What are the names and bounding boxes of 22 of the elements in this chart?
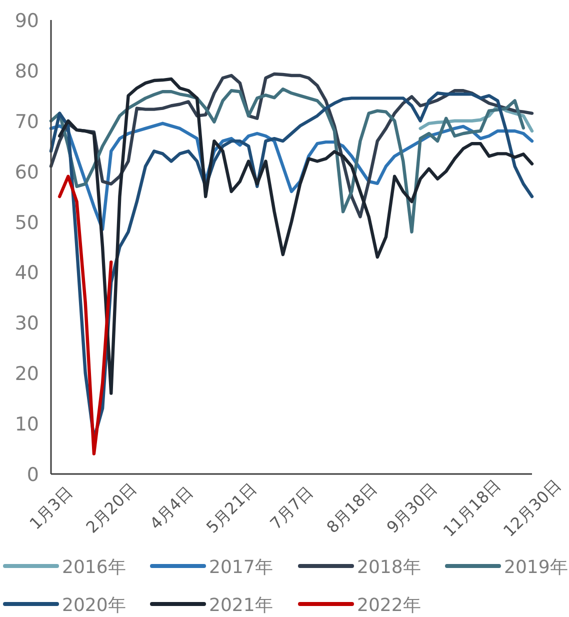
legend-label: 2017年 xyxy=(209,557,273,578)
y-tick-label: 20 xyxy=(14,363,39,386)
y-tick-label: 90 xyxy=(14,10,39,32)
y-tick-label: 10 xyxy=(14,414,39,436)
legend-label: 2019年 xyxy=(504,557,568,578)
legend-label: 2022年 xyxy=(357,595,421,616)
x-tick-label: 7月7日 xyxy=(266,482,317,534)
legend-label: 2016年 xyxy=(62,557,126,578)
legend-label: 2021年 xyxy=(209,595,273,616)
legend-label: 2020年 xyxy=(62,595,126,616)
y-tick-label: 80 xyxy=(14,60,39,82)
y-tick-label: 30 xyxy=(14,312,39,335)
y-tick-label: 50 xyxy=(14,212,39,234)
legend-label: 2018年 xyxy=(357,557,421,578)
y-tick-label: 40 xyxy=(14,262,39,284)
x-tick-label: 9月30日 xyxy=(382,479,441,537)
y-tick-label: 60 xyxy=(14,161,39,184)
y-tick-label: 70 xyxy=(14,110,39,133)
x-tick-label: 2月20日 xyxy=(82,479,140,537)
x-tick-label: 5月21日 xyxy=(202,479,260,537)
x-tick-label: 4月4日 xyxy=(146,482,196,534)
x-tick-label: 8月18日 xyxy=(322,479,380,537)
